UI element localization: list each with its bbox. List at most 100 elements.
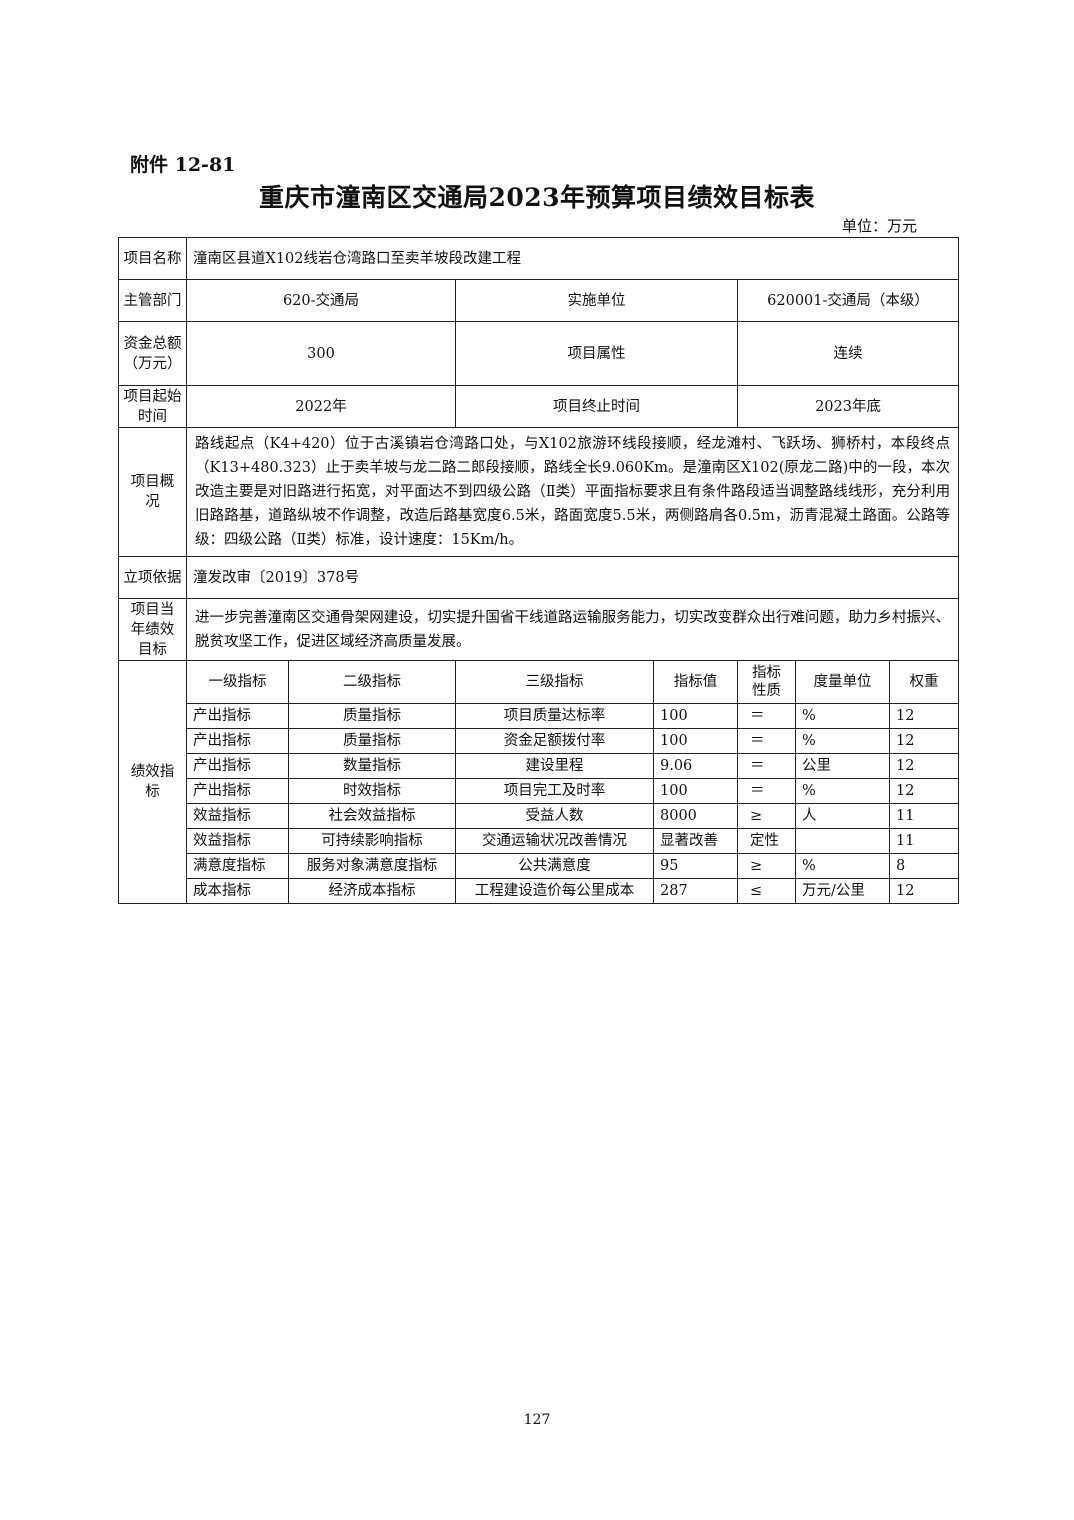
level1-cell: 产出指标 xyxy=(186,778,289,804)
nature-cell: ＝ xyxy=(737,728,796,754)
label: 实施单位 xyxy=(455,279,738,322)
value-cell: 100 xyxy=(653,778,738,804)
value-cell: 显著改善 xyxy=(653,828,738,854)
level1-cell: 效益指标 xyxy=(186,803,289,829)
table-row: 满意度指标 服务对象满意度指标 公共满意度 95 ≥% 8 xyxy=(119,853,960,879)
row-overview: 项目概况 路线起点（K4+420）位于古溪镇岩仓湾路口处，与X102旅游环线段接… xyxy=(118,427,960,557)
overview: 路线起点（K4+420）位于古溪镇岩仓湾路口处，与X102旅游环线段接顺，经龙滩… xyxy=(185,427,960,557)
unit-cell: % xyxy=(795,778,890,804)
column-header: 度量单位 xyxy=(795,660,890,704)
column-header: 二级指标 xyxy=(288,660,456,704)
value-cell: 100 xyxy=(653,703,738,729)
weight-cell: 12 xyxy=(888,878,960,904)
level3-cell: 交通运输状况改善情况 xyxy=(455,828,654,854)
basis: 潼发改审〔2019〕378号 xyxy=(185,556,960,599)
row-project-name: 项目名称 潼南区县道X102线岩仓湾路口至卖羊坡段改建工程 xyxy=(118,237,960,280)
level2-cell: 可持续影响指标 xyxy=(288,828,456,854)
level1-cell: 成本指标 xyxy=(186,878,289,904)
table-row: 效益指标 可持续影响指标 交通运输状况改善情况 显著改善 定性 11 xyxy=(119,828,960,854)
project-name: 潼南区县道X102线岩仓湾路口至卖羊坡段改建工程 xyxy=(185,237,960,280)
unit-cell: 人 xyxy=(795,803,890,829)
label: 项目终止时间 xyxy=(455,385,738,428)
level2-cell: 数量指标 xyxy=(288,753,456,779)
level1-cell: 产出指标 xyxy=(186,703,289,729)
table-row: 产出指标 数量指标 建设里程 9.06 ＝公里 12 xyxy=(119,753,960,779)
label: 绩效指标 xyxy=(118,660,187,904)
value-cell: 100 xyxy=(653,728,738,754)
table-row: 产出指标 质量指标 资金足额拨付率 100 ＝% 12 xyxy=(119,728,960,754)
nature-cell: ＝ xyxy=(737,778,796,804)
level3-cell: 建设里程 xyxy=(455,753,654,779)
fund: 300 xyxy=(186,321,456,386)
weight-cell: 12 xyxy=(888,778,960,804)
level3-cell: 项目质量达标率 xyxy=(455,703,654,729)
nature-cell: ＝ xyxy=(737,753,796,779)
nature-cell: ≤ xyxy=(737,878,796,904)
level1-cell: 产出指标 xyxy=(186,753,289,779)
weight-cell: 11 xyxy=(888,828,960,854)
value-cell: 287 xyxy=(653,878,738,904)
table-row: 产出指标 质量指标 项目质量达标率 100 ＝% 12 xyxy=(119,703,960,729)
table-row: 成本指标 经济成本指标 工程建设造价每公里成本 287 ≤ 万元/公里 12 xyxy=(119,878,960,904)
level3-cell: 项目完工及时率 xyxy=(455,778,654,804)
dept: 620-交通局 xyxy=(186,279,456,322)
column-header: 指标值 xyxy=(653,660,738,704)
label: 资金总额（万元） xyxy=(118,321,187,386)
attr: 连续 xyxy=(736,321,960,386)
unit-note: 单位：万元 xyxy=(841,217,917,235)
unit-cell: % xyxy=(795,853,890,879)
level3-cell: 受益人数 xyxy=(455,803,654,829)
table-row: 产出指标 时效指标 项目完工及时率 100 ＝% 12 xyxy=(119,778,960,804)
nature-cell: ≥ xyxy=(737,803,796,829)
level2-cell: 时效指标 xyxy=(288,778,456,804)
column-header: 一级指标 xyxy=(186,660,289,704)
end: 2023年底 xyxy=(736,385,960,428)
label: 立项依据 xyxy=(118,556,187,599)
level3-cell: 工程建设造价每公里成本 xyxy=(455,878,654,904)
label: 项目属性 xyxy=(455,321,738,386)
impl-unit: 620001-交通局（本级） xyxy=(736,279,960,322)
level2-cell: 服务对象满意度指标 xyxy=(288,853,456,879)
level2-cell: 质量指标 xyxy=(288,728,456,754)
nature-cell: ≥ xyxy=(737,853,796,879)
label: 项目当年绩效目标 xyxy=(118,598,187,661)
weight-cell: 8 xyxy=(888,853,960,879)
level1-cell: 产出指标 xyxy=(186,728,289,754)
column-header: 指标性质 xyxy=(737,660,796,704)
table-row: 效益指标 社会效益指标 受益人数 8000 ≥ 人 11 xyxy=(119,803,960,829)
level3-cell: 资金足额拨付率 xyxy=(455,728,654,754)
unit-cell: 万元/公里 xyxy=(795,878,890,904)
level1-cell: 效益指标 xyxy=(186,828,289,854)
value-cell: 95 xyxy=(653,853,738,879)
attachment-number: 附件 12-81 xyxy=(130,154,236,176)
value-cell: 8000 xyxy=(653,803,738,829)
row-goal: 项目当年绩效目标 进一步完善潼南区交通骨架网建设，切实提升国省干线道路运输服务能… xyxy=(118,598,960,661)
level3-cell: 公共满意度 xyxy=(455,853,654,879)
weight-cell: 12 xyxy=(888,728,960,754)
nature-cell: ＝ xyxy=(737,703,796,729)
column-header: 权重 xyxy=(888,660,960,704)
value-cell: 9.06 xyxy=(653,753,738,779)
nature-cell: 定性 xyxy=(737,828,796,854)
weight-cell: 12 xyxy=(888,753,960,779)
row-dept: 主管部门 620-交通局 实施单位 620001-交通局（本级） xyxy=(118,279,960,322)
row-time: 项目起始时间 2022年 项目终止时间 2023年底 xyxy=(118,385,960,428)
weight-cell: 11 xyxy=(888,803,960,829)
level2-cell: 社会效益指标 xyxy=(288,803,456,829)
label: 项目起始时间 xyxy=(118,385,187,428)
weight-cell: 12 xyxy=(888,703,960,729)
level1-cell: 满意度指标 xyxy=(186,853,289,879)
level2-cell: 经济成本指标 xyxy=(288,878,456,904)
level2-cell: 质量指标 xyxy=(288,703,456,729)
page-title: 重庆市潼南区交通局2023年预算项目绩效目标表 xyxy=(258,183,816,212)
row-fund: 资金总额（万元） 300 项目属性 连续 xyxy=(118,321,960,386)
column-header: 三级指标 xyxy=(455,660,654,704)
unit-cell xyxy=(795,828,890,854)
label: 项目名称 xyxy=(118,237,187,280)
indicator-header: 绩效指标 一级指标 二级指标 三级指标 指标值 指标性质 度量单位 权重 xyxy=(118,660,960,904)
unit-cell: % xyxy=(795,728,890,754)
row-basis: 立项依据 潼发改审〔2019〕378号 xyxy=(118,556,960,599)
page-number: 127 xyxy=(523,1412,551,1428)
unit-cell: % xyxy=(795,703,890,729)
unit-cell: 公里 xyxy=(795,753,890,779)
